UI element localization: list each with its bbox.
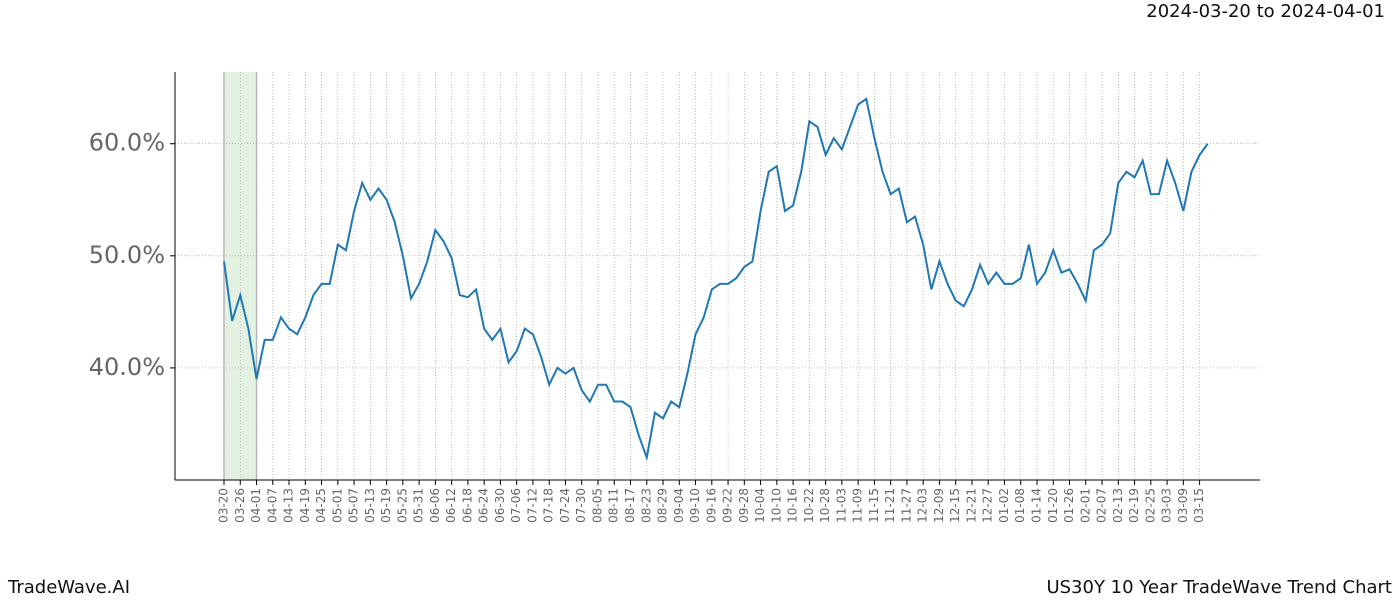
x-tick-label: 03-20 <box>217 488 231 523</box>
y-tick-label: 40.0% <box>89 353 165 381</box>
x-tick-label: 01-20 <box>1046 488 1060 523</box>
x-tick-label: 04-19 <box>298 488 312 523</box>
y-tick-label: 60.0% <box>89 129 165 157</box>
line-series <box>223 97 1209 462</box>
x-tick-label: 07-24 <box>558 488 572 523</box>
x-tick-label: 09-16 <box>704 488 718 523</box>
x-tick-label: 11-27 <box>899 488 913 523</box>
x-tick-label: 03-15 <box>1192 488 1206 523</box>
x-tick-label: 09-28 <box>737 488 751 523</box>
date-range: 2024-03-20 to 2024-04-01 <box>1146 1 1385 22</box>
x-tick-label: 01-08 <box>1013 488 1027 523</box>
x-tick-label: 05-13 <box>363 488 377 523</box>
x-tick-label: 04-07 <box>265 488 279 523</box>
x-tick-label: 12-21 <box>964 488 978 523</box>
x-tick-label: 10-04 <box>753 488 767 523</box>
x-tick-label: 01-14 <box>1030 488 1044 523</box>
x-tick-label: 12-03 <box>916 488 930 523</box>
x-tick-label: 04-25 <box>314 488 328 523</box>
x-tick-label: 03-09 <box>1176 488 1190 523</box>
x-tick-label: 11-09 <box>851 488 865 523</box>
x-tick-label: 02-19 <box>1127 488 1141 523</box>
x-tick-label: 10-16 <box>786 488 800 523</box>
x-tick-label: 07-06 <box>509 488 523 523</box>
x-tick-label: 06-06 <box>428 488 442 523</box>
x-tick-label: 07-12 <box>525 488 539 523</box>
x-tick-label: 04-13 <box>282 488 296 523</box>
x-tick-label: 05-01 <box>330 488 344 523</box>
x-tick-label: 05-31 <box>412 488 426 523</box>
x-tick-label: 08-05 <box>590 488 604 523</box>
x-tick-label: 08-23 <box>639 488 653 523</box>
x-tick-label: 09-10 <box>688 488 702 523</box>
x-tick-label: 02-13 <box>1111 488 1125 523</box>
x-tick-label: 10-10 <box>769 488 783 523</box>
x-tick-label: 12-09 <box>932 488 946 523</box>
x-tick-label: 07-30 <box>574 488 588 523</box>
brand: TradeWave.AI <box>7 577 130 598</box>
x-tick-label: 02-25 <box>1143 488 1157 523</box>
y-tick-label: 50.0% <box>89 241 165 269</box>
x-tick-label: 03-26 <box>233 488 247 523</box>
x-tick-label: 08-11 <box>607 488 621 523</box>
x-tick-label: 11-15 <box>867 488 881 523</box>
x-tick-label: 12-27 <box>981 488 995 523</box>
x-tick-label: 02-07 <box>1095 488 1109 523</box>
x-tick-label: 10-22 <box>802 488 816 523</box>
x-tick-label: 10-28 <box>818 488 832 523</box>
x-tick-label: 08-17 <box>623 488 637 523</box>
x-tick-label: 06-18 <box>460 488 474 523</box>
x-tick-label: 09-22 <box>721 488 735 523</box>
x-tick-label: 05-19 <box>379 488 393 523</box>
x-tick-label: 02-01 <box>1078 488 1092 523</box>
chart-title: US30Y 10 Year TradeWave Trend Chart <box>1046 577 1392 598</box>
x-tick-label: 09-04 <box>672 488 686 523</box>
x-tick-label: 01-26 <box>1062 488 1076 523</box>
x-tick-label: 06-30 <box>493 488 507 523</box>
x-tick-label: 06-12 <box>444 488 458 523</box>
x-tick-label: 12-15 <box>948 488 962 523</box>
x-tick-label: 01-02 <box>997 488 1011 523</box>
x-tick-label: 05-25 <box>395 488 409 523</box>
x-tick-label: 11-21 <box>883 488 897 523</box>
x-tick-label: 04-01 <box>249 488 263 523</box>
x-tick-label: 11-03 <box>834 488 848 523</box>
x-tick-label: 06-24 <box>477 488 491 523</box>
x-tick-label: 05-07 <box>347 488 361 523</box>
x-tick-label: 08-29 <box>656 488 670 523</box>
x-tick-label: 03-03 <box>1160 488 1174 523</box>
x-tick-label: 07-18 <box>542 488 556 523</box>
